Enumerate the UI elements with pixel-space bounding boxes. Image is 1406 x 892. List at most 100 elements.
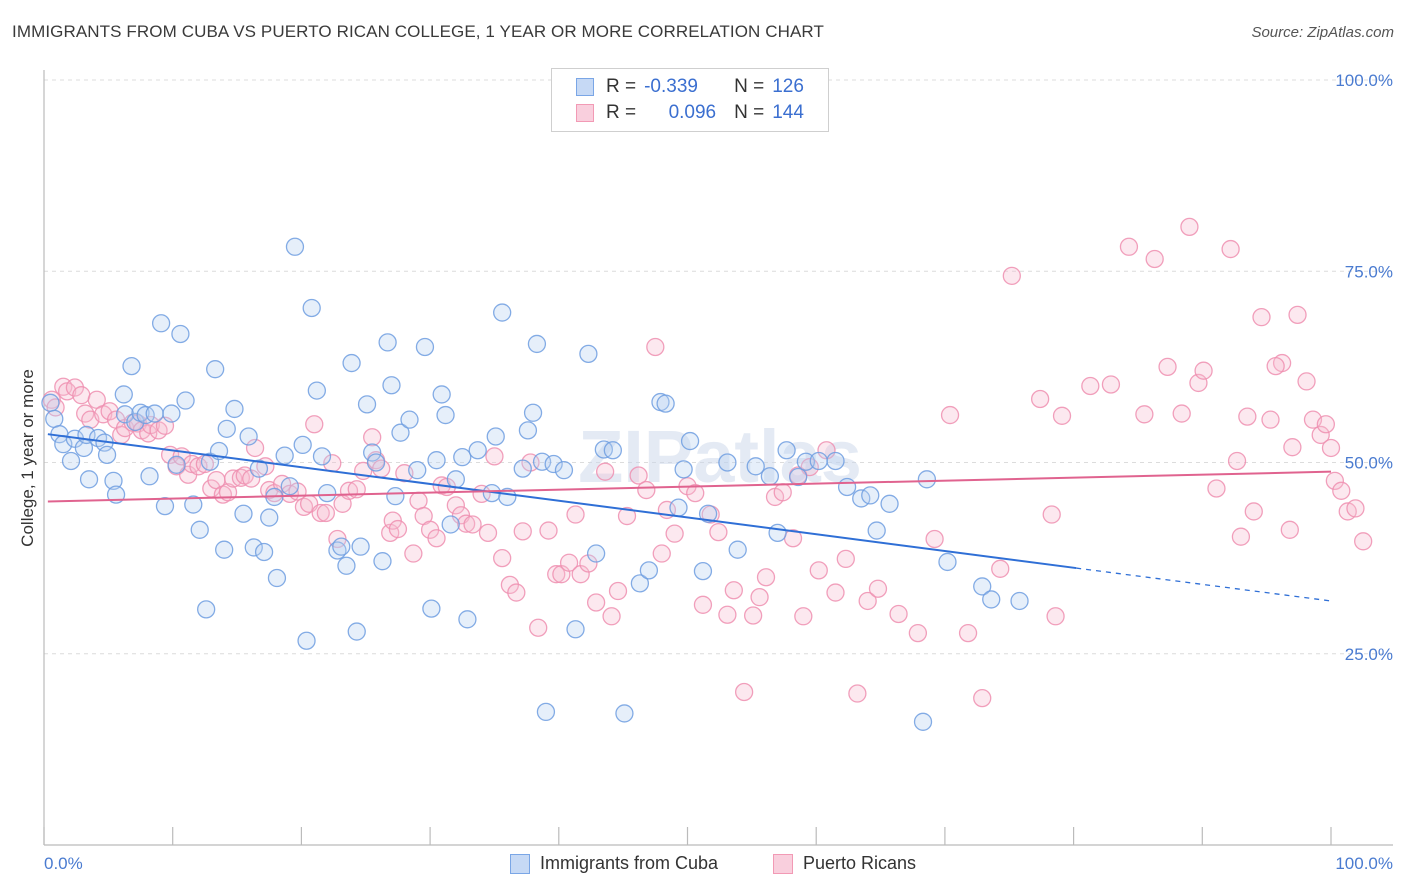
y-axis-label: College, 1 year or more	[18, 369, 37, 547]
data-point	[446, 496, 465, 515]
data-point	[1135, 405, 1154, 424]
data-point	[307, 381, 326, 400]
data-point	[316, 503, 336, 523]
series-immigrants-from-cuba	[41, 237, 1029, 731]
data-point	[1046, 607, 1065, 626]
data-point	[382, 376, 401, 395]
data-point	[206, 360, 225, 379]
data-point	[674, 460, 693, 479]
data-point	[122, 356, 141, 376]
legend-n-label: N =	[734, 76, 765, 97]
data-point	[1288, 305, 1307, 325]
data-point	[513, 522, 532, 541]
data-point	[1283, 438, 1302, 457]
data-point	[1321, 438, 1341, 458]
data-point	[1052, 406, 1072, 425]
data-point	[586, 544, 606, 563]
data-point	[184, 495, 203, 514]
data-point	[1101, 375, 1121, 394]
data-point	[145, 404, 164, 423]
data-point	[602, 607, 621, 626]
data-point	[665, 524, 684, 543]
data-point	[718, 605, 737, 624]
data-point	[347, 622, 366, 641]
series-legend: Immigrants from Cuba Puerto Ricans	[0, 850, 1406, 878]
data-point	[630, 574, 650, 593]
legend-item-puerto-ricans[interactable]: Puerto Ricans	[773, 853, 916, 874]
data-point	[523, 403, 543, 422]
data-point	[529, 618, 548, 637]
data-point	[982, 590, 1001, 609]
data-point	[637, 480, 656, 500]
legend-label-puerto-ricans: Puerto Ricans	[803, 853, 917, 873]
data-point	[391, 423, 410, 442]
data-point	[115, 405, 135, 424]
data-point	[513, 459, 532, 478]
legend-r-value: 0.096	[668, 102, 717, 123]
data-point	[579, 344, 598, 364]
data-point	[388, 519, 408, 539]
data-point	[1227, 451, 1247, 471]
data-point	[917, 470, 937, 489]
data-point	[794, 607, 813, 626]
data-point	[1180, 217, 1199, 237]
data-point	[809, 561, 828, 580]
data-point	[566, 620, 585, 639]
data-point	[868, 579, 888, 598]
data-point	[826, 583, 845, 602]
data-point	[858, 591, 877, 611]
data-point	[861, 486, 880, 505]
data-point	[1221, 239, 1240, 259]
data-point	[867, 521, 886, 540]
data-point	[1158, 357, 1177, 377]
data-point	[485, 447, 504, 466]
data-point	[908, 623, 928, 643]
gridlines	[44, 79, 1393, 655]
legend-swatch-cuba	[510, 853, 530, 874]
data-point	[97, 445, 117, 465]
data-point	[242, 469, 261, 488]
data-point	[837, 477, 857, 497]
data-point	[1316, 415, 1336, 434]
legend-label-cuba: Immigrants from Cuba	[540, 853, 719, 873]
data-point	[595, 462, 615, 481]
data-point	[234, 504, 253, 523]
data-point	[718, 453, 737, 472]
data-point	[559, 553, 579, 572]
data-point	[603, 441, 623, 460]
data-point	[1231, 527, 1251, 546]
trend-lines	[47, 433, 1332, 602]
data-point	[1010, 591, 1029, 611]
data-point	[536, 702, 556, 722]
data-point	[312, 447, 332, 466]
legend-item-cuba[interactable]: Immigrants from Cuba	[510, 853, 718, 874]
series-puerto-ricans	[42, 217, 1373, 708]
x-tick-label-min: 0.0%	[44, 854, 83, 873]
data-point	[940, 405, 960, 425]
data-point	[789, 467, 808, 487]
data-point	[1280, 520, 1299, 539]
legend-swatch-cuba	[576, 78, 594, 96]
data-point	[1030, 389, 1050, 409]
data-point	[913, 712, 933, 731]
data-point	[114, 385, 133, 404]
data-point	[432, 385, 451, 404]
data-point	[656, 394, 675, 413]
data-point	[400, 410, 419, 429]
trend-line-puerto-ricans	[47, 470, 1332, 503]
data-point	[1081, 376, 1100, 396]
data-point	[151, 314, 171, 333]
data-point	[197, 600, 216, 619]
data-point	[254, 542, 274, 562]
data-point	[756, 568, 776, 587]
data-point	[958, 623, 978, 643]
data-point	[456, 514, 476, 533]
axes	[43, 70, 1393, 846]
data-point	[773, 483, 792, 502]
data-point	[527, 334, 547, 354]
data-point	[1325, 471, 1345, 491]
data-point	[378, 333, 397, 352]
data-point	[463, 515, 482, 534]
data-point	[579, 554, 598, 573]
